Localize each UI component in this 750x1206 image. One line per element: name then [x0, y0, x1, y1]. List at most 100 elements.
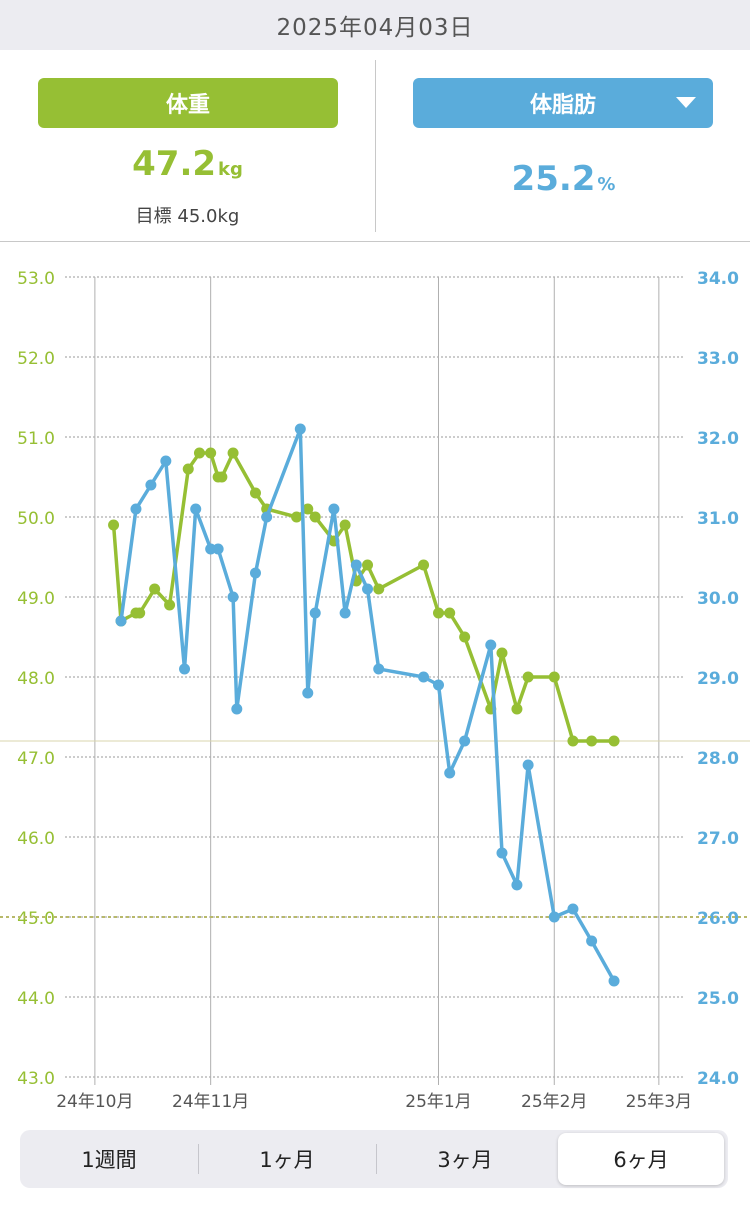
body-fat-dropdown-button[interactable]: 体脂肪: [413, 78, 713, 128]
y-right-tick-label: 33.0: [697, 349, 739, 369]
body-fat-data-point: [418, 671, 430, 683]
weight-data-point: [108, 519, 120, 531]
caret-down-icon: [676, 97, 696, 108]
body-fat-data-point: [328, 503, 340, 515]
body-fat-data-point: [212, 543, 224, 555]
date-label: 2025年04月03日: [276, 15, 474, 41]
weight-data-point: [216, 471, 228, 483]
y-left-tick-label: 49.0: [17, 589, 55, 609]
weight-panel: 体重 47.2 kg 目標 45.0kg: [0, 50, 375, 240]
weight-data-point: [193, 447, 205, 459]
y-right-tick-label: 30.0: [697, 589, 739, 609]
weight-data-point: [309, 511, 321, 523]
y-right-tick-label: 26.0: [697, 909, 739, 929]
body-fat-data-point: [231, 703, 243, 715]
goal-weight-label: 目標 45.0kg: [135, 206, 240, 227]
body-fat-data-point: [309, 607, 321, 619]
y-right-tick-label: 25.0: [697, 989, 739, 1009]
weight-unit: kg: [218, 159, 243, 180]
tab-label: 1ヶ月: [259, 1148, 315, 1172]
body-fat-data-point: [190, 503, 202, 515]
weight-data-point: [418, 559, 430, 571]
body-fat-data-point: [586, 935, 598, 947]
weight-value: 47.2 kg: [0, 144, 375, 184]
body-fat-data-point: [608, 975, 620, 987]
weight-data-point: [459, 631, 471, 643]
body-fat-number: 25.2: [511, 159, 596, 199]
y-left-tick-label: 50.0: [17, 509, 55, 529]
tab-6-months[interactable]: 6ヶ月: [558, 1133, 724, 1185]
period-tabs: 1週間 1ヶ月 3ヶ月 6ヶ月: [20, 1130, 728, 1188]
x-tick-label: 25年2月: [521, 1092, 587, 1112]
body-fat-unit: %: [597, 174, 616, 195]
y-right-tick-label: 34.0: [697, 269, 739, 289]
body-fat-data-point: [350, 559, 362, 571]
weight-data-point: [205, 447, 217, 459]
weight-data-point: [432, 607, 444, 619]
y-left-tick-label: 43.0: [17, 1069, 55, 1089]
body-fat-data-point: [227, 591, 239, 603]
weight-data-point: [444, 607, 456, 619]
tab-separator: [376, 1144, 377, 1174]
body-fat-data-point: [362, 583, 374, 595]
body-fat-data-point: [160, 455, 172, 467]
body-fat-data-point: [511, 879, 523, 891]
y-left-tick-label: 51.0: [17, 429, 55, 449]
weight-data-point: [149, 583, 161, 595]
body-fat-data-point: [130, 503, 142, 515]
y-left-tick-label: 44.0: [17, 989, 55, 1009]
weight-number: 47.2: [132, 144, 217, 184]
body-fat-data-point: [145, 479, 157, 491]
weight-data-point: [249, 487, 261, 499]
y-left-tick-label: 45.0: [17, 909, 55, 929]
y-left-tick-label: 52.0: [17, 349, 55, 369]
body-fat-data-point: [339, 607, 351, 619]
weight-data-point: [227, 447, 239, 459]
tab-1-month[interactable]: 1ヶ月: [198, 1130, 376, 1188]
weight-button[interactable]: 体重: [38, 78, 338, 128]
body-fat-data-point: [444, 767, 456, 779]
body-fat-data-point: [432, 679, 444, 691]
y-right-tick-label: 24.0: [697, 1069, 739, 1089]
body-fat-data-point: [373, 663, 385, 675]
body-fat-data-point: [302, 687, 314, 699]
body-fat-data-point: [179, 663, 191, 675]
weight-data-point: [548, 671, 560, 683]
tab-1-week[interactable]: 1週間: [20, 1130, 198, 1188]
y-right-tick-label: 31.0: [697, 509, 739, 529]
x-tick-label: 25年3月: [626, 1092, 692, 1112]
tab-3-months[interactable]: 3ヶ月: [376, 1130, 554, 1188]
x-tick-label: 24年10月: [56, 1092, 133, 1112]
weight-data-point: [291, 511, 303, 523]
y-right-tick-label: 29.0: [697, 669, 739, 689]
weight-data-point: [302, 503, 314, 515]
weight-data-point: [567, 735, 579, 747]
y-left-tick-label: 46.0: [17, 829, 55, 849]
body-fat-button-label: 体脂肪: [529, 93, 596, 118]
weight-data-point: [362, 559, 374, 571]
body-fat-data-point: [459, 735, 471, 747]
weight-data-point: [608, 735, 620, 747]
weight-data-point: [339, 519, 351, 531]
body-fat-data-point: [115, 615, 127, 627]
y-right-tick-label: 27.0: [697, 829, 739, 849]
body-fat-series-line: [119, 427, 616, 982]
y-left-tick-label: 47.0: [17, 749, 55, 769]
weight-data-point: [522, 671, 534, 683]
weight-series-line: [111, 451, 614, 743]
weight-fat-chart[interactable]: 53.0 34.0 52.0 33.0 51.0 32.0 50.0 31.0 49.0 30.0…: [0, 242, 750, 1120]
body-fat-data-point: [294, 423, 306, 435]
y-left-tick-label: 48.0: [17, 669, 55, 689]
header-divider: [0, 241, 750, 242]
tab-label: 6ヶ月: [613, 1148, 669, 1172]
y-right-tick-label: 28.0: [697, 749, 739, 769]
y-left-tick-label: 53.0: [17, 269, 55, 289]
weight-data-point: [134, 607, 146, 619]
body-fat-data-point: [261, 511, 273, 523]
body-fat-data-point: [496, 847, 508, 859]
x-tick-label: 25年1月: [405, 1092, 471, 1112]
date-header[interactable]: 2025年04月03日: [0, 0, 750, 50]
tab-label: 3ヶ月: [437, 1148, 493, 1172]
weight-data-point: [182, 463, 194, 475]
y-right-tick-label: 32.0: [697, 429, 739, 449]
